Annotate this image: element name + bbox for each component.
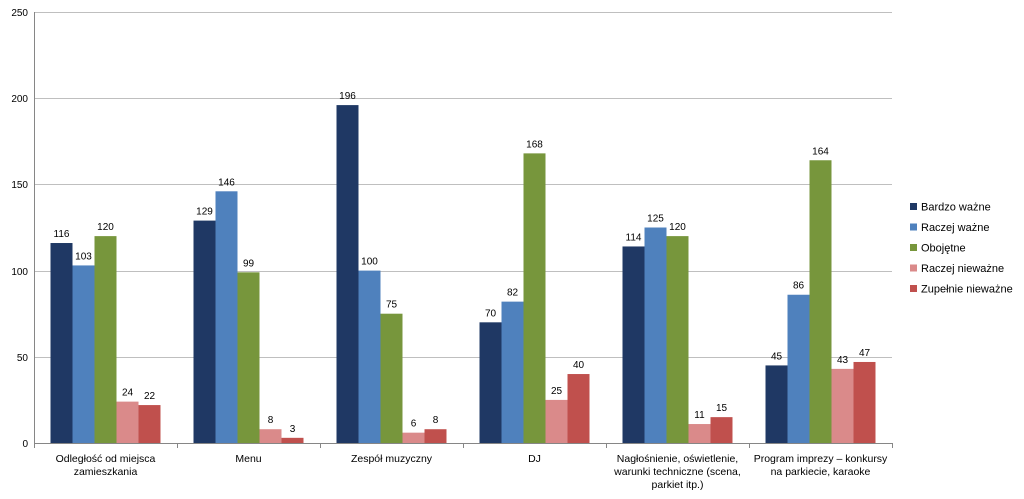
legend-swatch: [910, 203, 917, 210]
legend-swatch: [910, 264, 917, 272]
legend-entry-label: Raczej nieważne: [921, 263, 1004, 275]
bar: [193, 220, 216, 443]
bar: [622, 246, 645, 443]
legend-swatch: [910, 244, 917, 251]
data-label: 168: [526, 139, 543, 150]
data-label: 45: [771, 351, 783, 362]
bar: [281, 437, 304, 443]
bar: [545, 399, 568, 443]
bar: [215, 191, 238, 443]
x-category-label: na parkiecie, karaoke: [771, 466, 871, 478]
bar: [116, 401, 139, 443]
data-label: 125: [647, 214, 664, 225]
x-category-label: Nagłośnienie, oświetlenie,: [617, 453, 738, 465]
legend-swatch: [910, 223, 917, 231]
data-label: 120: [669, 222, 686, 233]
data-label: 164: [812, 146, 829, 157]
y-tick-label: 100: [11, 267, 28, 278]
x-category-label: parkiet itp.): [652, 479, 704, 491]
bar: [501, 301, 524, 443]
data-label: 114: [626, 232, 642, 243]
data-label: 3: [290, 424, 296, 435]
data-label: 6: [411, 419, 417, 430]
y-tick-label: 200: [11, 94, 28, 105]
legend: Bardzo ważne Raczej ważne Obojętne Raczej n…: [910, 202, 1013, 296]
bar: [336, 105, 359, 443]
data-label: 22: [144, 391, 156, 402]
bar: [688, 424, 711, 443]
bar: [259, 429, 282, 443]
data-label: 75: [386, 300, 398, 311]
legend-entry-label: Obojętne: [921, 243, 966, 255]
data-label: 103: [75, 251, 92, 262]
bar: [402, 432, 425, 443]
data-label: 8: [268, 415, 274, 426]
bar: [523, 153, 546, 443]
bar: [765, 365, 788, 443]
x-category-label: Menu: [235, 453, 261, 465]
legend-entry-label: Bardzo ważne: [921, 202, 991, 214]
data-label: 70: [485, 308, 497, 319]
data-label: 24: [122, 388, 134, 399]
data-label: 11: [694, 410, 705, 421]
data-label: 100: [361, 257, 378, 268]
data-label: 43: [837, 355, 849, 366]
y-tick-label: 0: [22, 439, 28, 450]
axes: 0 50 100 150 200 250: [11, 8, 893, 450]
data-labels: 116 103 120 24 22 129 146 99 8 3 196 100 75 6 8 70 82 168…: [54, 91, 871, 435]
y-tick-label: 50: [17, 353, 29, 364]
data-label: 25: [551, 386, 563, 397]
bars: [50, 105, 876, 443]
data-label: 15: [716, 403, 728, 414]
bar: [567, 374, 590, 443]
legend-swatch: [910, 285, 917, 292]
bar: [831, 368, 854, 443]
data-label: 82: [507, 288, 519, 299]
bar: [358, 270, 381, 443]
bar: [94, 236, 117, 443]
x-category-label: Zespół muzyczny: [351, 453, 433, 465]
data-label: 129: [196, 207, 213, 218]
data-label: 146: [218, 177, 235, 188]
bar: [50, 243, 73, 443]
bar: [138, 405, 161, 443]
x-category-label: zamieszkania: [74, 466, 138, 478]
bar: [853, 361, 876, 443]
data-label: 116: [54, 229, 70, 240]
bar: [72, 265, 95, 443]
y-tick-label: 250: [11, 8, 28, 19]
data-label: 120: [97, 222, 114, 233]
bar: [809, 160, 832, 443]
data-label: 196: [339, 91, 356, 102]
data-label: 99: [243, 258, 255, 269]
bar: [710, 417, 733, 443]
x-category-label: warunki techniczne (scena,: [613, 466, 741, 478]
x-category-label: Program imprezy – konkursy: [754, 453, 888, 465]
bar: [479, 322, 502, 443]
y-tick-label: 150: [11, 180, 28, 191]
data-label: 8: [433, 415, 439, 426]
data-label: 40: [573, 360, 585, 371]
x-category-label: Odległość od miejsca: [56, 453, 156, 465]
data-label: 86: [793, 281, 805, 292]
bar: [237, 272, 260, 443]
bar: [787, 294, 810, 443]
bar: [644, 227, 667, 443]
legend-entry-label: Raczej ważne: [921, 222, 989, 234]
x-category-label: DJ: [528, 453, 541, 465]
data-label: 47: [859, 348, 871, 359]
bar: [666, 236, 689, 443]
gridlines: [34, 12, 892, 358]
bar: [380, 313, 403, 443]
bar: [424, 429, 447, 443]
legend-entry-label: Zupełnie nieważne: [921, 284, 1013, 296]
